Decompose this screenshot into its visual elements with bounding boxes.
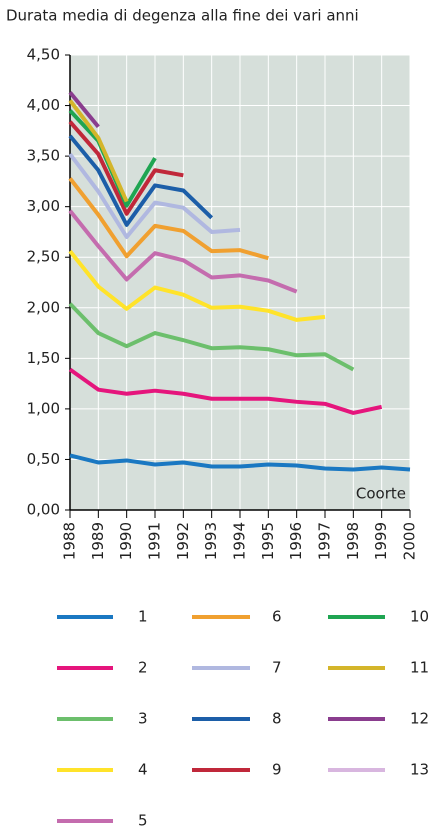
legend-label: 3 [138,710,148,728]
x-tick-label: 1988 [61,522,79,560]
legend-label: 4 [138,761,148,779]
x-tick-label: 1997 [316,522,334,560]
x-tick-label: 1998 [344,522,362,560]
x-tick-label: 1992 [174,522,192,560]
legend-label: 8 [272,710,282,728]
y-tick-label: 1,50 [27,349,60,367]
x-tick-label: 2000 [401,522,419,560]
series-line [68,302,355,372]
legend-label: 6 [272,608,282,626]
x-tick-label: 1989 [89,522,107,560]
x-tick-label: 1996 [287,522,305,560]
series-line [68,91,100,129]
x-tick-label: 1999 [372,522,390,560]
y-tick-label: 4,00 [27,96,60,114]
series-line [68,177,269,261]
y-tick-label: 2,50 [27,248,60,266]
legend-label: 13 [410,761,429,779]
series-line [68,209,298,294]
y-tick-label: 3,00 [27,197,60,215]
legend-label: 2 [138,659,148,677]
x-tick-label: 1994 [231,522,249,560]
x-tick-label: 1993 [202,522,220,560]
y-tick-label: 0,00 [27,501,60,519]
legend-label: 12 [410,710,429,728]
series-line [68,134,214,227]
y-tick-label: 0,50 [27,450,60,468]
annotation: Coorte [356,485,406,503]
legend-label: 7 [272,659,282,677]
legend-label: 10 [410,608,429,626]
y-tick-label: 2,00 [27,298,60,316]
series-line [69,453,411,472]
series-line [68,367,383,415]
y-tick-label: 3,50 [27,147,60,165]
legend-label: 11 [410,659,429,677]
y-tick-label: 4,50 [27,46,60,64]
series-line [68,249,326,322]
series-line [68,99,129,203]
legend-label: 1 [138,608,148,626]
x-tick-label: 1990 [117,522,135,560]
series-line [68,152,241,239]
x-tick-label: 1995 [259,522,277,560]
chart-title: Durata media di degenza alla fine dei va… [6,7,359,25]
series-line [68,120,184,216]
x-tick-label: 1991 [146,522,164,560]
y-tick-label: 1,00 [27,399,60,417]
legend-label: 5 [138,812,148,826]
legend-label: 9 [272,761,282,779]
